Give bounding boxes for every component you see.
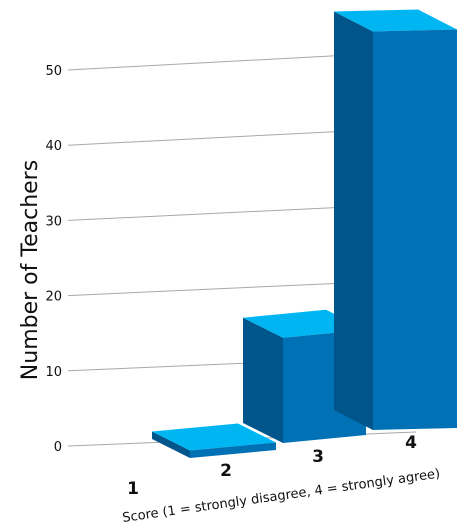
x-axis-title: Score (1 = strongly disagree, 4 = strong…	[121, 466, 441, 523]
x-category-label-3: 3	[312, 447, 324, 467]
x-category-label-4: 4	[405, 433, 417, 453]
y-tick-label-50: 50	[45, 64, 62, 79]
bar-2	[152, 423, 276, 458]
bar-4-top	[334, 9, 457, 32]
y-axis-title: Number of Teachers	[18, 160, 43, 380]
bar-4-front	[373, 29, 457, 430]
bar-4	[334, 9, 457, 430]
bar-3-side	[243, 317, 283, 443]
bars	[152, 9, 457, 458]
y-tick-label-10: 10	[45, 365, 62, 380]
y-tick-label-30: 30	[45, 214, 62, 229]
bar-4-side	[334, 11, 373, 430]
y-tick-label-0: 0	[54, 440, 62, 455]
x-axis-category-labels: 1 2 3 4	[127, 433, 417, 499]
bar-2-top	[152, 423, 276, 451]
y-tick-label-40: 40	[45, 139, 62, 154]
bar-2-front	[190, 442, 276, 458]
y-axis-tick-labels: 0 10 20 30 40 50	[45, 64, 62, 455]
bar-2-side	[152, 431, 190, 458]
y-tick-label-20: 20	[45, 290, 62, 305]
x-category-label-1: 1	[127, 479, 139, 499]
x-category-label-2: 2	[220, 461, 232, 481]
